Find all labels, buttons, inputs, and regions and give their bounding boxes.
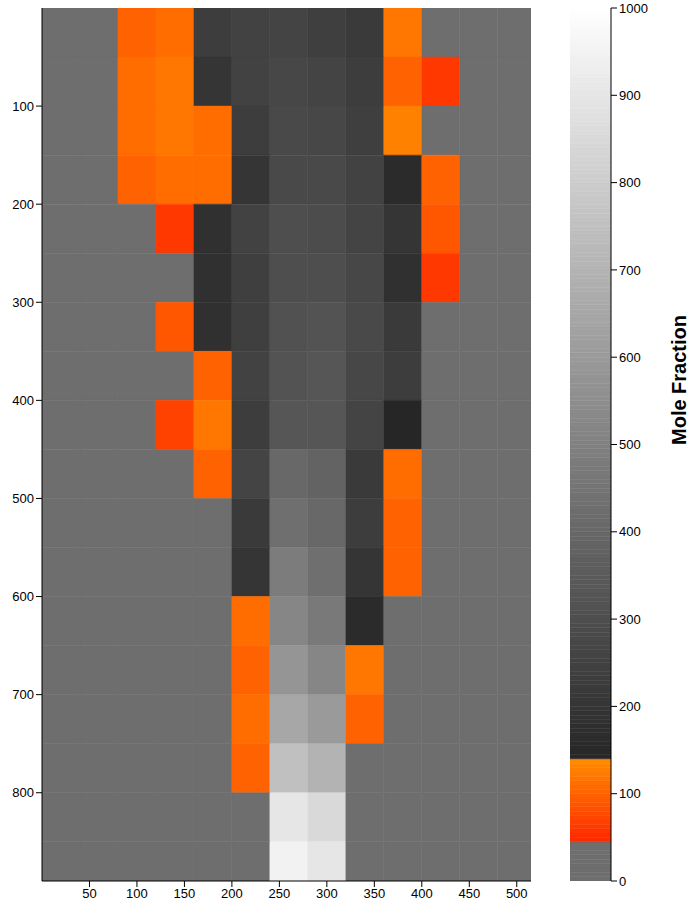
svg-text:450: 450 — [458, 886, 480, 901]
svg-text:400: 400 — [619, 524, 641, 539]
svg-text:900: 900 — [619, 88, 641, 103]
svg-text:500: 500 — [619, 437, 641, 452]
svg-text:200: 200 — [619, 699, 641, 714]
svg-text:200: 200 — [221, 886, 243, 901]
svg-text:150: 150 — [174, 886, 196, 901]
svg-text:50: 50 — [82, 886, 96, 901]
svg-text:600: 600 — [619, 350, 641, 365]
svg-text:600: 600 — [12, 589, 34, 604]
svg-text:200: 200 — [12, 197, 34, 212]
svg-text:1000: 1000 — [619, 1, 648, 16]
svg-text:100: 100 — [12, 99, 34, 114]
svg-text:800: 800 — [619, 175, 641, 190]
svg-text:800: 800 — [12, 785, 34, 800]
svg-text:Mole Fraction: Mole Fraction — [668, 315, 690, 445]
svg-text:300: 300 — [619, 612, 641, 627]
svg-text:100: 100 — [619, 786, 641, 801]
svg-text:350: 350 — [363, 886, 385, 901]
svg-text:300: 300 — [316, 886, 338, 901]
svg-text:400: 400 — [12, 393, 34, 408]
svg-text:250: 250 — [269, 886, 291, 901]
svg-text:400: 400 — [411, 886, 433, 901]
svg-text:0: 0 — [619, 874, 626, 889]
svg-text:300: 300 — [12, 295, 34, 310]
svg-text:700: 700 — [12, 687, 34, 702]
svg-text:100: 100 — [126, 886, 148, 901]
svg-text:500: 500 — [12, 491, 34, 506]
svg-text:500: 500 — [506, 886, 528, 901]
svg-text:700: 700 — [619, 263, 641, 278]
